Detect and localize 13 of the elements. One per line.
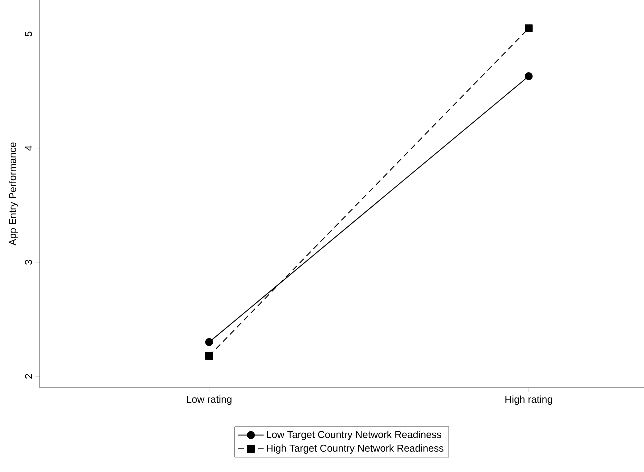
point [525,24,533,32]
x-tick-label: High rating [506,396,552,406]
y-tick-label: 3 [25,260,32,265]
point [205,338,214,346]
y-tick-label: 5 [25,32,32,37]
legend-label: High Target Country Network Readiness [267,444,444,454]
point [205,352,214,360]
y-tick-label: 2 [25,374,32,379]
point [525,72,533,80]
y-axis-title: App Entry Performance [9,142,18,246]
y-tick-label: 4 [25,146,32,151]
x-tick-label: Low rating [187,396,232,406]
legend-label: Low Target Country Network Readiness [267,430,442,440]
